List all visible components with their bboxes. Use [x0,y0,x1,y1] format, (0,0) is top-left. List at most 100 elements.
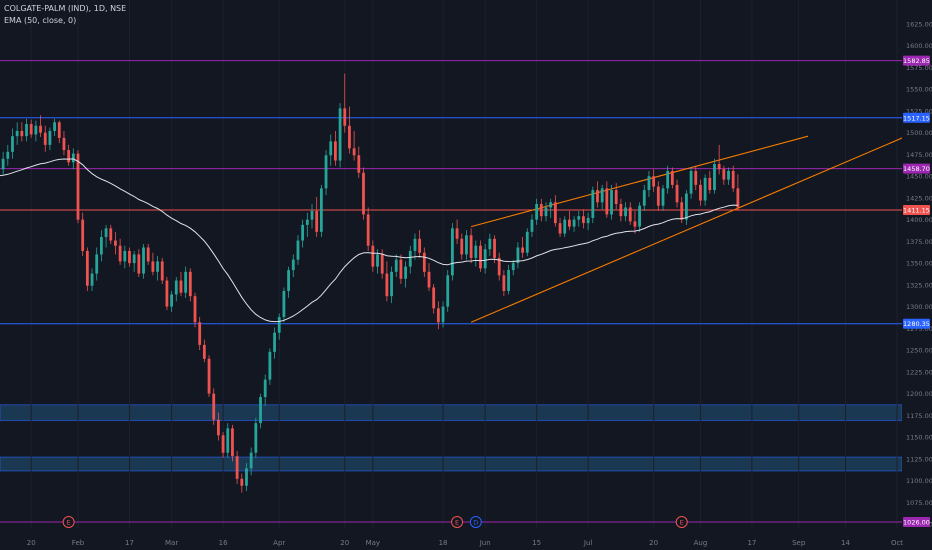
candle-body [273,332,276,352]
level-label-bg [903,204,930,215]
candle [727,167,730,185]
candle-body [563,219,567,234]
price-axis[interactable]: 1050.001075.001100.001125.001150.001175.… [902,0,932,550]
candle-body [390,271,393,297]
candle-body [310,210,314,220]
candle-body [319,188,323,232]
candle-body [301,224,305,241]
channel-line-0 [470,135,809,228]
candle-body [493,238,496,258]
candle [57,120,61,144]
candle-body [57,122,61,138]
price-tick-label: 1600.00 [906,42,932,50]
level-price-label-2: 1458.70 [903,163,930,174]
candle-body [624,207,627,217]
candle [600,184,604,210]
candle-body [25,124,28,137]
candle [53,118,56,137]
candle [465,230,468,260]
event-marker-2: D [469,516,482,528]
candle-body [516,247,520,264]
level-price-label-5: 1026.00 [903,517,930,527]
candle [502,270,506,297]
price-tick-label: 1575.00 [906,64,932,72]
candle [207,355,211,398]
candle [104,224,108,248]
candle [563,216,567,238]
candle [511,259,515,276]
time-tick-label: Sep [792,539,806,547]
price-tick-label: 1350.00 [906,260,932,268]
price-axis-bg [902,0,932,550]
candle-body [670,170,674,185]
time-axis[interactable]: 20 Feb 17 Mar 16 Apr 20 May 18 Jun 15 Jul 20 Aug 17 Sep… [27,539,932,547]
candle [329,134,333,166]
level-label-text: 1582.85 [903,57,930,65]
candle [544,202,548,222]
candle [680,197,684,224]
candle [179,271,183,297]
candle-body [193,296,197,323]
candle [259,393,262,429]
candle-body [207,358,211,394]
candle-body [582,216,585,224]
candle-body [694,170,698,185]
candle [586,212,590,231]
candle [591,186,595,224]
candle-body [511,263,515,271]
candle-body [469,235,473,258]
candle [282,287,286,323]
candle-body [324,155,328,189]
candle [642,184,646,211]
event-marker-label: E [680,519,684,527]
candle-body [605,188,609,215]
candle-body [174,280,178,295]
level-label-bg [903,55,930,66]
candle-body [305,219,309,225]
candle-body [114,240,117,246]
candle-body [600,188,604,203]
candle [455,219,459,244]
candle [310,204,314,229]
candle-body [488,238,492,250]
candle-body [399,259,403,279]
candle-body [100,237,103,255]
candle-body [727,170,730,180]
candle [184,266,188,298]
candle [652,169,656,192]
candle-body [441,306,445,323]
candle-body [427,271,431,288]
time-tick-label: 20 [649,539,658,547]
candle-body [656,186,660,206]
candle [530,214,534,238]
level-label-text: 1280.35 [903,320,930,328]
candle-body [451,228,454,276]
candle-body [39,125,42,133]
candle [628,202,632,225]
candle-body [268,351,272,380]
candle-body [371,245,375,267]
symbol-title: COLGATE-PALM (IND), 1D, NSE [4,4,127,13]
candle-body [15,130,19,137]
candle [352,130,356,161]
time-tick-label: 18 [439,539,448,547]
candle-body [170,294,173,307]
candle [390,266,393,304]
candle-body [282,290,286,318]
candle-body [142,247,145,274]
candle-body [666,170,670,189]
candle [675,179,679,208]
support-zone-0 [0,404,903,421]
candle [39,115,42,138]
candle [217,412,220,441]
level-label-text: 1411.15 [903,206,930,214]
candle [81,212,85,257]
candle [268,348,272,385]
candle [614,183,618,210]
event-marker-circle [469,516,482,528]
price-tick-label: 1275.00 [906,325,932,333]
candle-body [708,177,712,191]
candle [596,181,599,208]
candle [371,240,375,272]
